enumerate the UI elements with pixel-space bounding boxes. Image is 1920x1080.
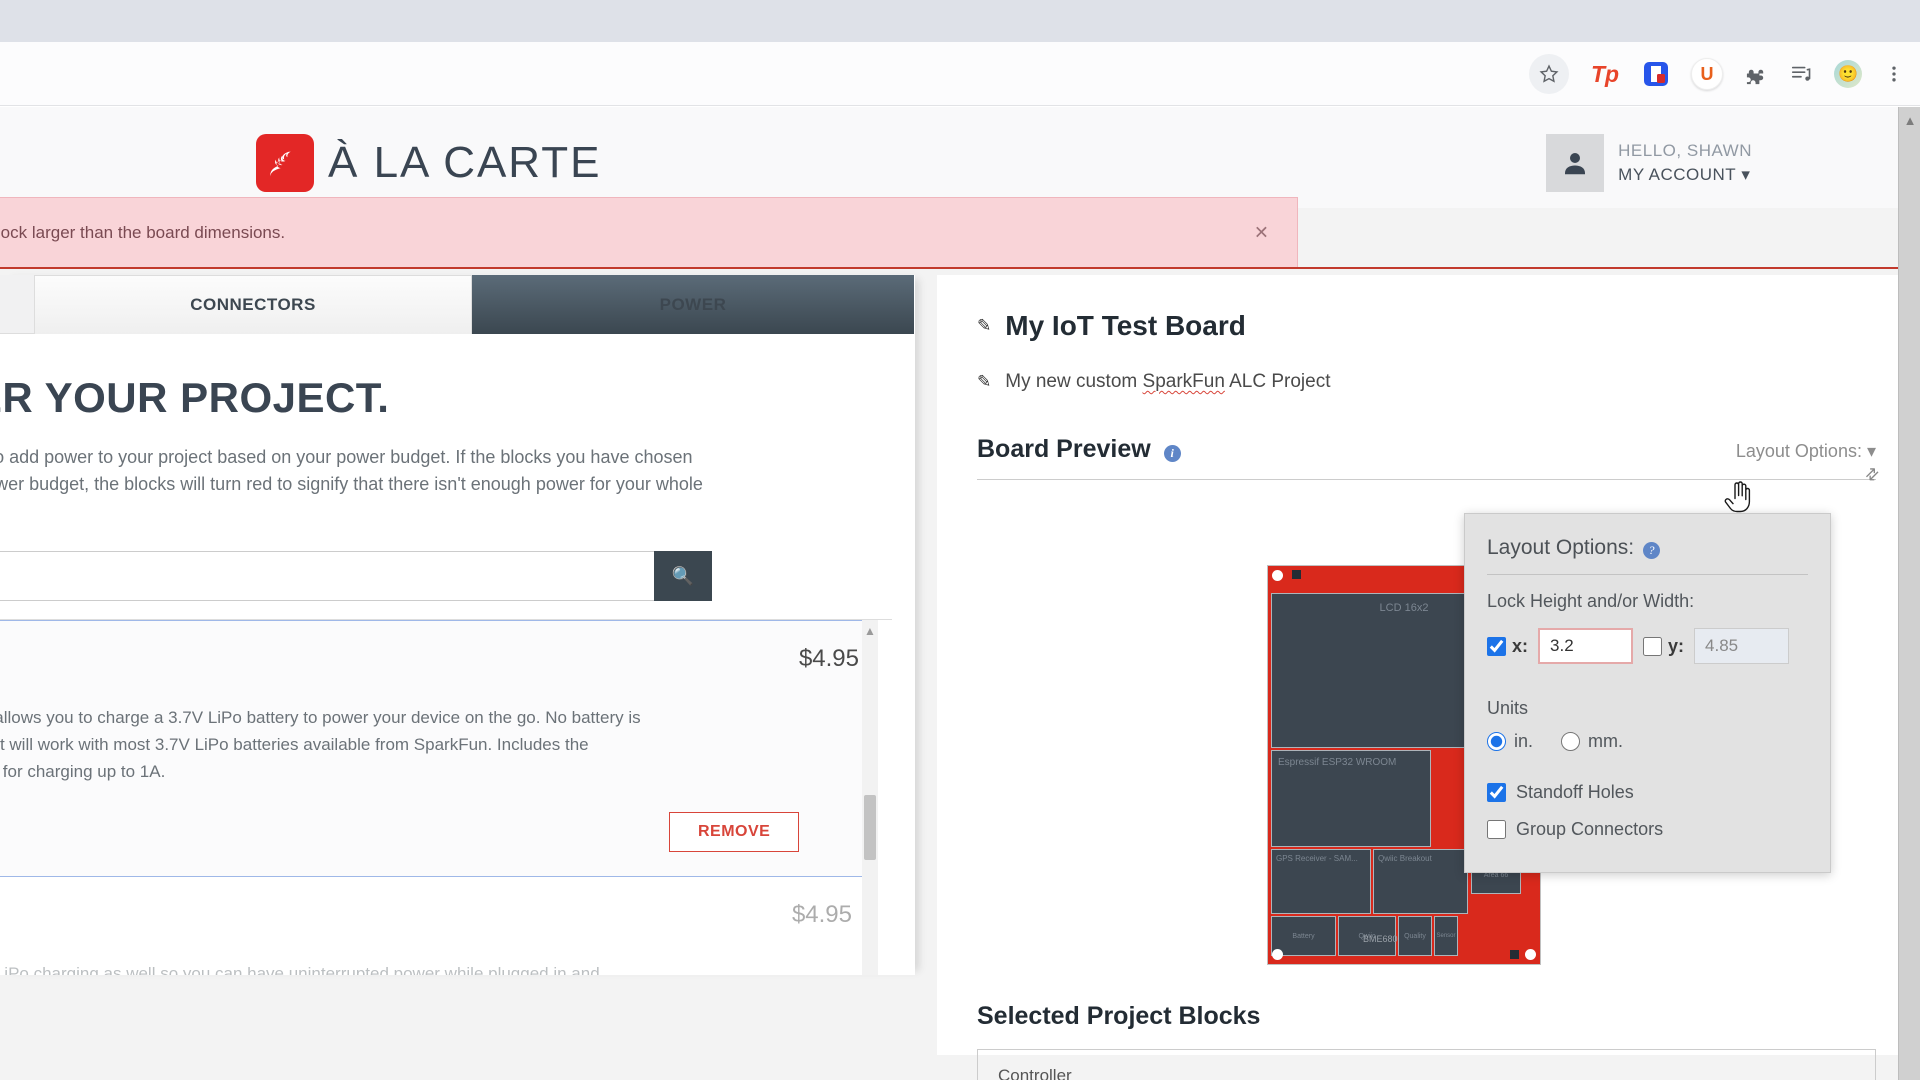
svg-text:Tp: Tp — [1591, 61, 1619, 87]
